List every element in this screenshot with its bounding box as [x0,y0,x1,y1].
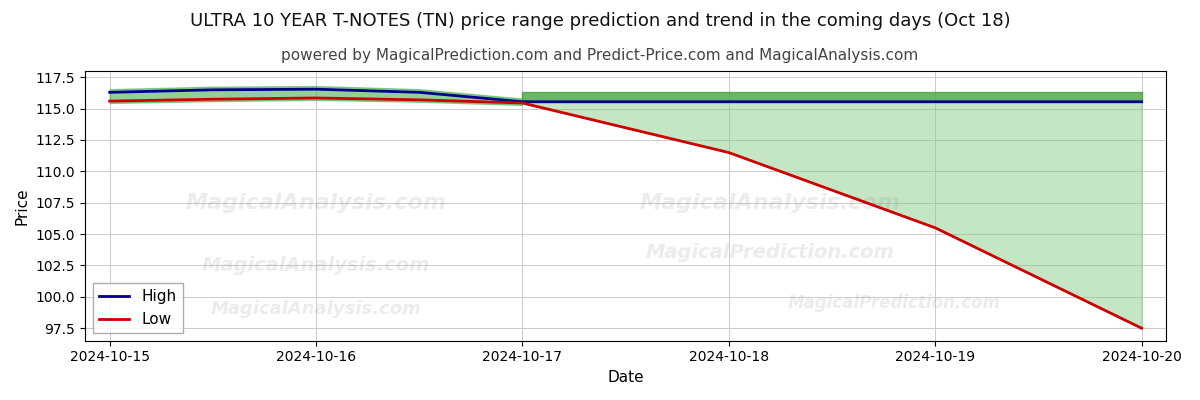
Text: MagicalAnalysis.com: MagicalAnalysis.com [640,193,901,213]
Text: powered by MagicalPrediction.com and Predict-Price.com and MagicalAnalysis.com: powered by MagicalPrediction.com and Pre… [281,48,919,63]
X-axis label: Date: Date [607,370,644,385]
Text: MagicalPrediction.com: MagicalPrediction.com [646,244,894,262]
Text: MagicalAnalysis.com: MagicalAnalysis.com [202,256,431,275]
Text: ULTRA 10 YEAR T-NOTES (TN) price range prediction and trend in the coming days (: ULTRA 10 YEAR T-NOTES (TN) price range p… [190,12,1010,30]
Text: MagicalPrediction.com: MagicalPrediction.com [787,294,1001,312]
Y-axis label: Price: Price [14,187,30,225]
Text: MagicalAnalysis.com: MagicalAnalysis.com [211,300,421,318]
Text: MagicalAnalysis.com: MagicalAnalysis.com [186,193,446,213]
Legend: High, Low: High, Low [92,283,182,333]
